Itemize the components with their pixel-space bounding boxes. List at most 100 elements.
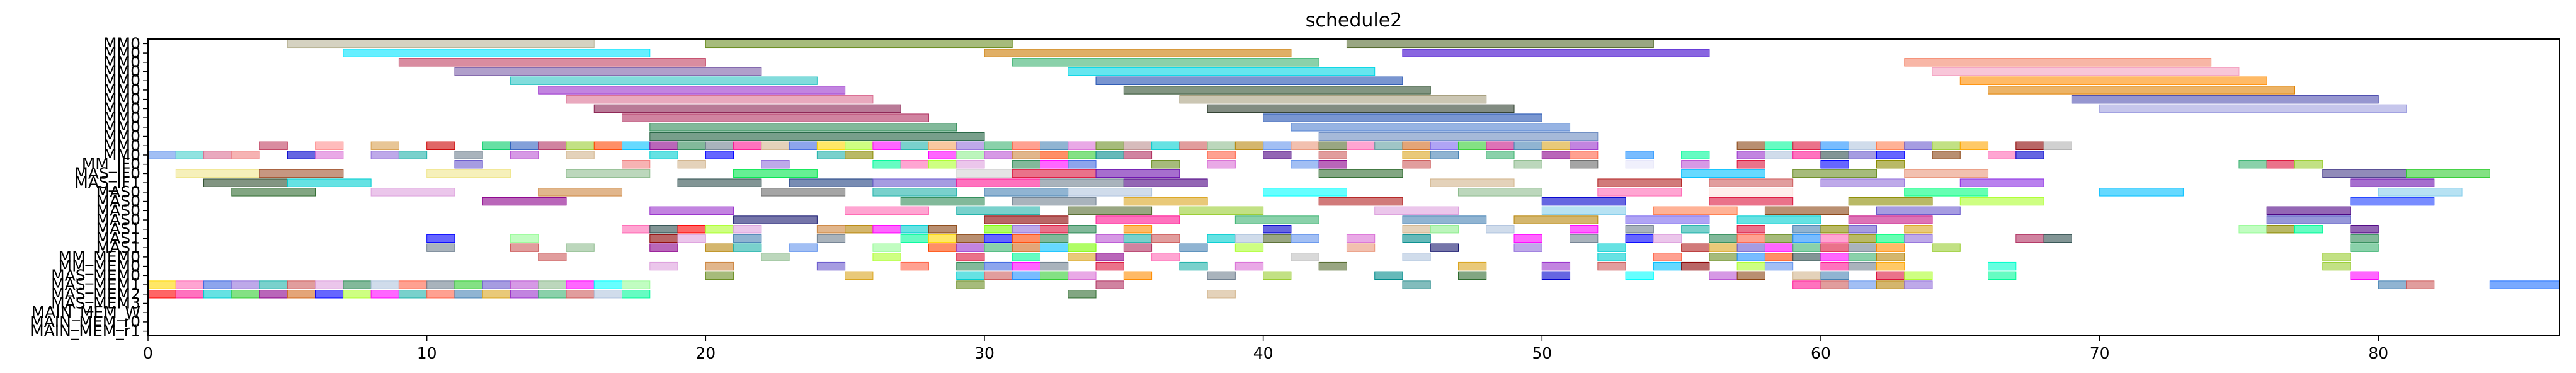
schedule-bar — [2294, 226, 2322, 233]
schedule-bar — [1430, 179, 1514, 186]
schedule-bar — [1570, 142, 1598, 149]
schedule-bar — [539, 188, 622, 196]
schedule-bar — [287, 179, 371, 186]
schedule-bar — [1542, 272, 1570, 279]
schedule-bar — [176, 151, 203, 159]
schedule-bar — [1905, 226, 1932, 233]
schedule-bar — [901, 161, 928, 168]
schedule-bar — [594, 105, 901, 112]
schedule-bar — [1849, 262, 1876, 270]
schedule-bar — [1542, 151, 1570, 159]
schedule-bar — [984, 151, 1012, 159]
schedule-bar — [343, 49, 650, 57]
schedule-bar — [984, 142, 1012, 149]
schedule-bar — [845, 272, 873, 279]
schedule-bar — [2016, 142, 2044, 149]
schedule-bar — [539, 253, 566, 261]
schedule-bar — [1960, 77, 2267, 84]
schedule-bar — [1876, 253, 1904, 261]
schedule-bar — [2239, 226, 2267, 233]
schedule-bar — [1235, 244, 1263, 251]
schedule-bar — [1514, 216, 1598, 224]
schedule-bar — [1012, 262, 1040, 270]
schedule-bar — [1542, 262, 1570, 270]
schedule-bar — [1793, 226, 1821, 233]
schedule-bar — [1737, 253, 1765, 261]
schedule-bar — [1765, 151, 1792, 159]
schedule-bar — [1988, 262, 2016, 270]
schedule-bar — [1570, 161, 1598, 168]
schedule-bar — [901, 142, 928, 149]
schedule-bar — [1319, 132, 1598, 140]
schedule-bar — [928, 142, 956, 149]
schedule-bar — [901, 226, 928, 233]
schedule-bar — [566, 95, 873, 103]
schedule-bar — [1375, 272, 1403, 279]
schedule-bar — [1124, 197, 1207, 205]
schedule-bar — [1235, 216, 1319, 224]
schedule-bar — [1626, 234, 1653, 242]
schedule-bar — [817, 262, 845, 270]
schedule-bar — [1430, 142, 1458, 149]
schedule-bar — [1905, 234, 1932, 242]
schedule-bar — [2072, 95, 2378, 103]
schedule-bar — [873, 179, 957, 186]
schedule-bar — [1012, 234, 1040, 242]
schedule-bar — [1765, 262, 1792, 270]
schedule-bar — [1040, 142, 1068, 149]
schedule-bar — [1430, 244, 1458, 251]
schedule-bar — [845, 151, 873, 159]
schedule-bar — [1458, 142, 1486, 149]
schedule-bar — [1403, 253, 1430, 261]
schedule-bar — [957, 151, 984, 159]
schedule-bar — [928, 226, 956, 233]
schedule-bar — [176, 281, 203, 289]
schedule-bar — [1793, 253, 1821, 261]
schedule-bar — [678, 142, 705, 149]
schedule-bar — [482, 290, 510, 298]
schedule-bar — [1793, 244, 1821, 251]
schedule-bar — [1876, 142, 1904, 149]
schedule-bar — [1040, 179, 1124, 186]
schedule-bar — [510, 151, 538, 159]
schedule-bar — [650, 151, 678, 159]
schedule-bar — [1765, 207, 1849, 214]
schedule-bar — [1709, 253, 1737, 261]
schedule-bar — [232, 151, 259, 159]
schedule-bar — [1291, 253, 1319, 261]
schedule-bar — [1682, 226, 1709, 233]
schedule-bar — [2351, 272, 2378, 279]
schedule-bar — [1821, 253, 1849, 261]
schedule-bar — [984, 244, 1012, 251]
schedule-bar — [259, 142, 287, 149]
schedule-bar — [1068, 67, 1375, 75]
schedule-bar — [1626, 226, 1653, 233]
schedule-bar — [1458, 188, 1542, 196]
schedule-bar — [873, 253, 901, 261]
schedule-bar — [1682, 244, 1709, 251]
schedule-bar — [1821, 142, 1849, 149]
schedule-bar — [1849, 197, 1932, 205]
schedule-bar — [957, 262, 984, 270]
schedule-bar — [1040, 226, 1068, 233]
schedule-bar — [1709, 179, 1793, 186]
schedule-bar — [539, 281, 566, 289]
schedule-bar — [1012, 161, 1040, 168]
schedule-bar — [1319, 169, 1403, 177]
schedule-bar — [705, 262, 733, 270]
schedule-bar — [1012, 142, 1040, 149]
schedule-bar — [901, 262, 928, 270]
schedule-bar — [622, 290, 650, 298]
schedule-bar — [287, 281, 315, 289]
schedule-bar — [399, 281, 426, 289]
schedule-bar — [678, 161, 705, 168]
schedule-bar — [1319, 142, 1347, 149]
schedule-bar — [1207, 151, 1235, 159]
schedule-bars — [148, 40, 2560, 298]
schedule-bar — [1068, 253, 1096, 261]
schedule-bar — [287, 290, 315, 298]
schedule-bar — [232, 281, 259, 289]
schedule-bar — [1709, 188, 1793, 196]
schedule-bar — [1152, 253, 1180, 261]
schedule-bar — [1096, 253, 1124, 261]
